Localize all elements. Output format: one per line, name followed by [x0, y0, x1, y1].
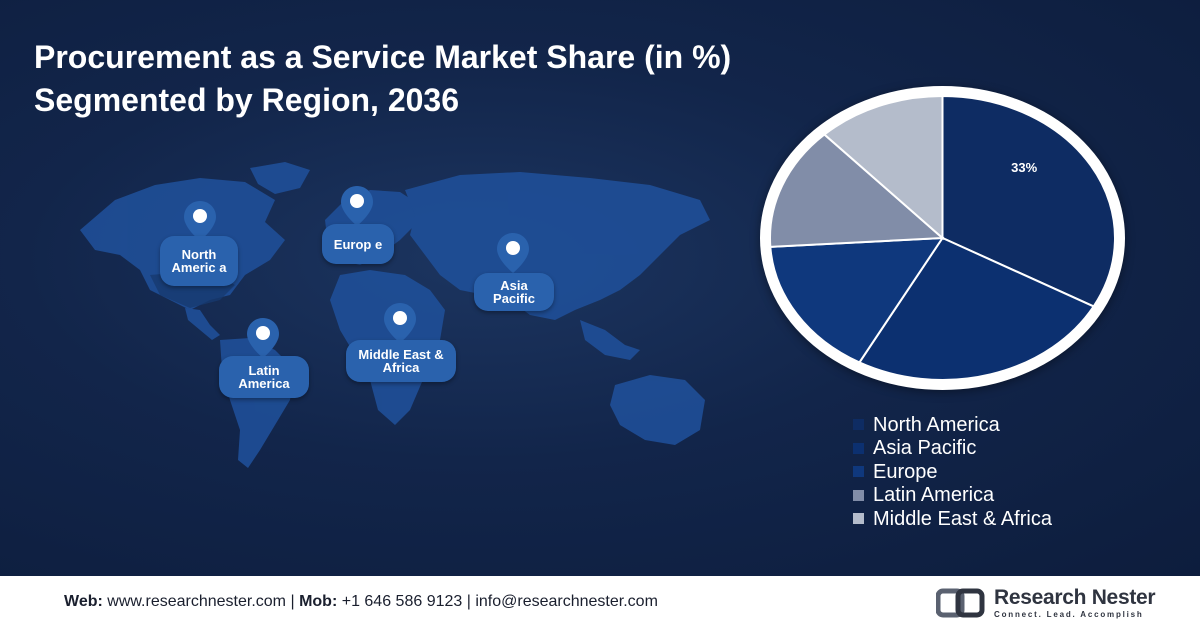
legend-swatch: [853, 466, 864, 478]
legend-swatch: [853, 419, 864, 431]
pie-chart: 33%: [770, 96, 1115, 380]
research-nester-logo: Research Nester Connect. Lead. Accomplis…: [936, 584, 1156, 622]
logo-tagline: Connect. Lead. Accomplish: [994, 610, 1144, 619]
website-link[interactable]: www.researchnester.com: [107, 593, 286, 610]
greenland-shape: [250, 162, 310, 194]
legend-item-latin-america: Latin America: [853, 484, 1052, 508]
pie-slice-europe: [770, 236, 945, 364]
mob-label: Mob:: [299, 593, 338, 610]
region-label-asia-pacific: Asia Pacific: [474, 273, 554, 311]
australia-shape: [610, 375, 705, 445]
separator: |: [290, 593, 295, 610]
legend-label: Middle East & Africa: [873, 507, 1052, 530]
latin-america-pin-icon: [247, 318, 279, 358]
middle-east-africa-pin-icon: [384, 303, 416, 343]
north-america-pin-icon: [184, 201, 216, 241]
europe-pin-icon: [341, 186, 373, 226]
region-label-latin-america: Latin America: [219, 356, 309, 398]
contact-line: Web: www.researchnester.com | Mob: +1 64…: [64, 593, 658, 611]
separator: |: [466, 593, 471, 610]
email-link[interactable]: info@researchnester.com: [475, 593, 658, 610]
region-label-north-america: North Americ a: [160, 236, 238, 286]
title-line-2: Segmented by Region, 2036: [34, 82, 460, 118]
legend-label: North America: [873, 413, 1000, 436]
legend-item-asia-pacific: Asia Pacific: [853, 437, 1052, 461]
title-line-1: Procurement as a Service Market Share (i…: [34, 39, 732, 75]
pie-slice-middle-east-and-africa: [822, 96, 944, 241]
central-america-shape: [185, 308, 220, 340]
legend-label: Europe: [873, 460, 938, 483]
legend-label: Latin America: [873, 484, 995, 507]
legend-item-middle-east-africa: Middle East & Africa: [853, 507, 1052, 531]
legend-swatch: [853, 442, 864, 454]
footer: Web: www.researchnester.com | Mob: +1 64…: [0, 576, 1200, 628]
legend-item-north-america: North America: [853, 413, 1052, 437]
legend-label: Asia Pacific: [873, 437, 977, 460]
chart-title: Procurement as a Service Market Share (i…: [34, 36, 894, 122]
asia-shape: [405, 172, 710, 320]
pie-slice-north-america: [941, 96, 1115, 308]
data-label-north-america: 33%: [1011, 160, 1037, 175]
phone-number: +1 646 586 9123: [341, 593, 463, 610]
southeast-asia-shape: [580, 320, 640, 360]
legend-swatch: [853, 489, 864, 501]
legend-item-europe: Europe: [853, 460, 1052, 484]
pie-slice-latin-america: [770, 133, 946, 248]
chart-legend: North America Asia Pacific Europe Latin …: [853, 413, 1052, 531]
legend-swatch: [853, 513, 864, 525]
region-label-middle-east-africa: Middle East & Africa: [346, 340, 456, 382]
logo-name: Research Nester: [994, 586, 1156, 609]
region-label-europe: Europ e: [322, 224, 394, 264]
web-label: Web:: [64, 593, 103, 610]
asia-pacific-pin-icon: [497, 233, 529, 273]
infographic-panel: Procurement as a Service Market Share (i…: [0, 0, 1200, 576]
pie-slice-asia-pacific: [857, 236, 1096, 380]
logo-mark-icon: [936, 588, 985, 618]
